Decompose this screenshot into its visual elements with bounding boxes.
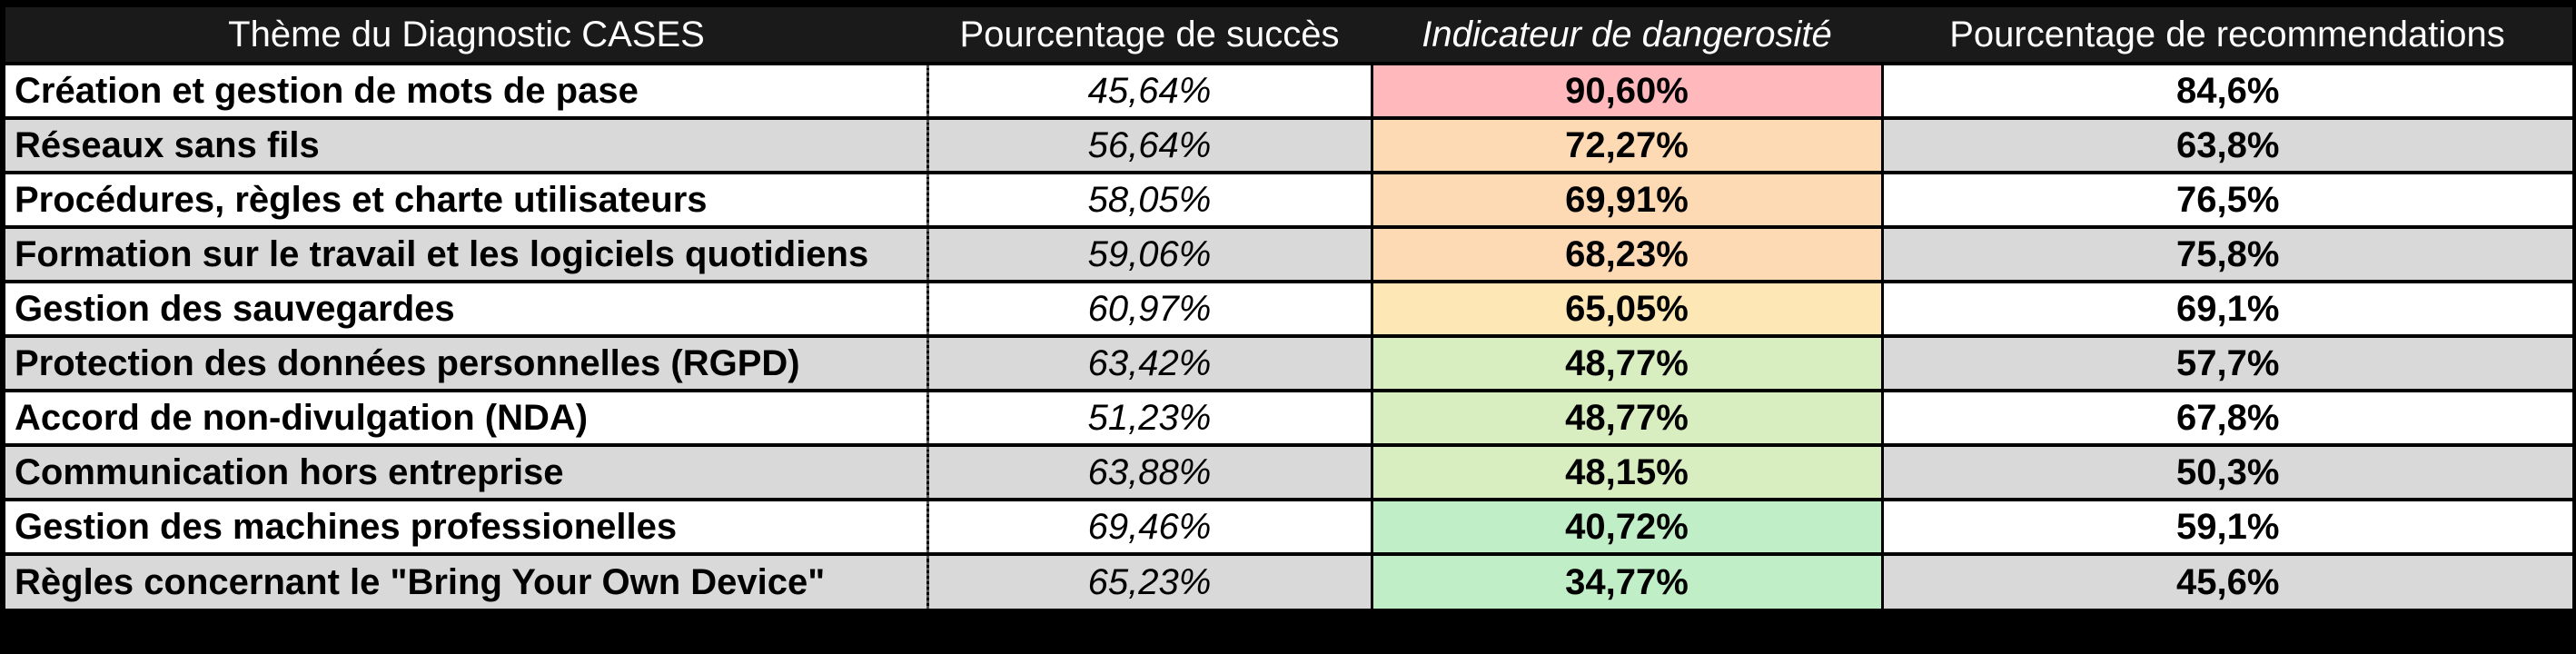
cell-recommendations[interactable]: 57,7%: [1882, 334, 2572, 391]
cell-theme[interactable]: Accord de non-divulgation (NDA): [5, 389, 927, 445]
cell-success[interactable]: 60,97%: [926, 280, 1373, 336]
cases-diagnostic-table: Thème du Diagnostic CASES Pourcentage de…: [5, 7, 2572, 609]
header-theme[interactable]: Thème du Diagnostic CASES: [5, 7, 927, 64]
cell-theme[interactable]: Communication hors entreprise: [5, 443, 927, 500]
cell-recommendations[interactable]: 84,6%: [1882, 62, 2572, 118]
header-recommendations[interactable]: Pourcentage de recommendations: [1882, 7, 2572, 64]
cell-danger[interactable]: 48,15%: [1370, 443, 1884, 500]
table-body: Création et gestion de mots de pase 45,64…: [5, 62, 2572, 609]
table-row: Formation sur le travail et les logiciel…: [5, 225, 2572, 282]
table-row: Réseaux sans fils 56,64% 72,27% 63,8%: [5, 116, 2572, 173]
cell-success[interactable]: 69,46%: [926, 498, 1373, 554]
cell-recommendations[interactable]: 75,8%: [1882, 225, 2572, 282]
cell-theme[interactable]: Réseaux sans fils: [5, 116, 927, 173]
cell-danger[interactable]: 72,27%: [1370, 116, 1884, 173]
header-row: Thème du Diagnostic CASES Pourcentage de…: [5, 7, 2572, 64]
cell-recommendations[interactable]: 63,8%: [1882, 116, 2572, 173]
cell-danger[interactable]: 90,60%: [1370, 62, 1884, 118]
cell-recommendations[interactable]: 67,8%: [1882, 389, 2572, 445]
cell-success[interactable]: 63,42%: [926, 334, 1373, 391]
table-row: Procédures, règles et charte utilisateur…: [5, 171, 2572, 227]
cell-recommendations[interactable]: 69,1%: [1882, 280, 2572, 336]
cell-success[interactable]: 45,64%: [926, 62, 1373, 118]
cell-success[interactable]: 58,05%: [926, 171, 1373, 227]
cell-danger[interactable]: 65,05%: [1370, 280, 1884, 336]
cell-danger[interactable]: 48,77%: [1370, 389, 1884, 445]
cell-danger[interactable]: 40,72%: [1370, 498, 1884, 554]
cell-recommendations[interactable]: 45,6%: [1882, 552, 2572, 609]
cell-danger[interactable]: 68,23%: [1370, 225, 1884, 282]
table-row: Accord de non-divulgation (NDA) 51,23% 48,…: [5, 389, 2572, 445]
header-danger[interactable]: Indicateur de dangerosité: [1372, 7, 1882, 64]
cell-success[interactable]: 59,06%: [926, 225, 1373, 282]
table-row: Gestion des sauvegardes 60,97% 65,05% 69,1%: [5, 280, 2572, 336]
header-success[interactable]: Pourcentage de succès: [927, 7, 1372, 64]
cell-danger[interactable]: 69,91%: [1370, 171, 1884, 227]
cell-success[interactable]: 63,88%: [926, 443, 1373, 500]
cell-success[interactable]: 51,23%: [926, 389, 1373, 445]
cell-danger[interactable]: 34,77%: [1370, 552, 1884, 609]
cell-theme[interactable]: Protection des données personnelles (RGP…: [5, 334, 927, 391]
cell-theme[interactable]: Gestion des sauvegardes: [5, 280, 927, 336]
table-row: Création et gestion de mots de pase 45,64…: [5, 62, 2572, 118]
table-row: Gestion des machines professionelles 69,4…: [5, 498, 2572, 554]
cell-recommendations[interactable]: 50,3%: [1882, 443, 2572, 500]
table-row: Protection des données personnelles (RGP…: [5, 334, 2572, 391]
table-row: Règles concernant le "Bring Your Own Dev…: [5, 552, 2572, 609]
cell-theme[interactable]: Création et gestion de mots de pase: [5, 62, 927, 118]
cell-danger[interactable]: 48,77%: [1370, 334, 1884, 391]
cell-theme[interactable]: Formation sur le travail et les logiciel…: [5, 225, 927, 282]
cell-theme[interactable]: Règles concernant le "Bring Your Own Dev…: [5, 552, 927, 609]
table-row: Communication hors entreprise 63,88% 48,15…: [5, 443, 2572, 500]
cell-success[interactable]: 65,23%: [926, 552, 1373, 609]
cell-recommendations[interactable]: 76,5%: [1882, 171, 2572, 227]
cell-success[interactable]: 56,64%: [926, 116, 1373, 173]
cell-recommendations[interactable]: 59,1%: [1882, 498, 2572, 554]
cell-theme[interactable]: Gestion des machines professionelles: [5, 498, 927, 554]
cell-theme[interactable]: Procédures, règles et charte utilisateur…: [5, 171, 927, 227]
